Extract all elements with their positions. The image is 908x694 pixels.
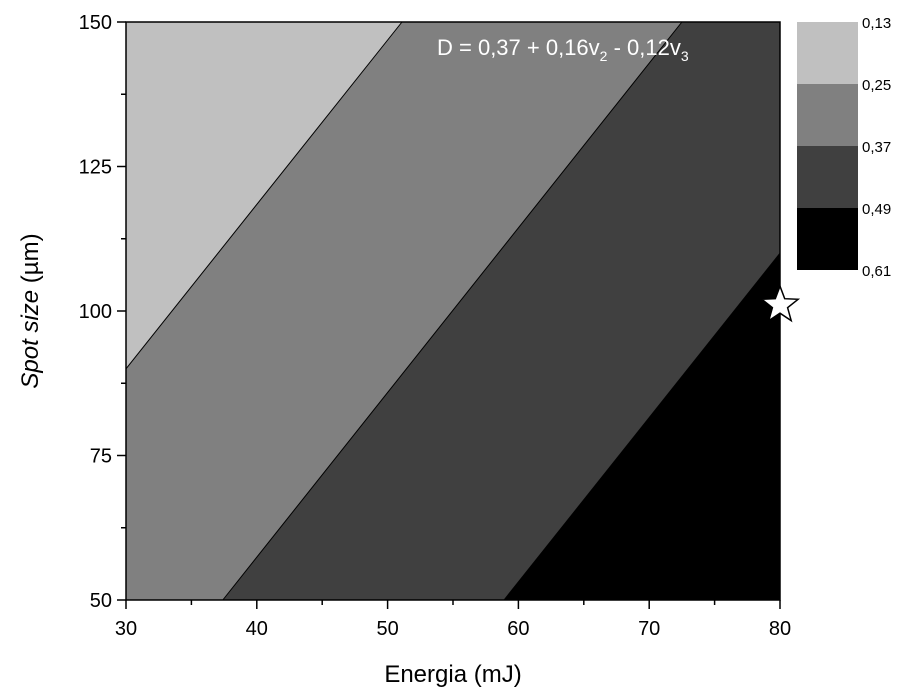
y-tick-label: 125 <box>79 157 112 179</box>
y-tick-label: 50 <box>90 590 112 612</box>
contour-line-2 <box>503 252 781 601</box>
x-axis: 30 40 50 60 70 80 <box>115 600 791 640</box>
contour-lines <box>125 21 781 601</box>
x-tick-label: 40 <box>246 618 268 640</box>
y-tick-label: 100 <box>79 301 112 323</box>
y-axis-title-unit: (µm) <box>17 233 44 289</box>
y-axis: 50 75 100 125 150 <box>79 12 126 612</box>
equation-part-2: - 0,12v <box>607 35 680 60</box>
y-tick-label: 75 <box>90 446 112 468</box>
contour-region-1 <box>126 22 682 600</box>
legend-level-label: 0,25 <box>862 77 891 94</box>
y-tick-label: 150 <box>79 12 112 34</box>
legend-swatch-0 <box>797 22 858 84</box>
equation-part-1: D = 0,37 + 0,16v <box>437 35 600 60</box>
equation-subscript-2: 2 <box>600 48 608 64</box>
legend-swatch-3 <box>797 208 858 270</box>
contour-region-2 <box>222 22 781 600</box>
x-tick-label: 60 <box>507 618 529 640</box>
legend-swatch-2 <box>797 146 858 208</box>
x-axis-title: Energia (mJ) <box>384 661 521 688</box>
equation-subscript-3: 3 <box>681 48 689 64</box>
x-tick-label: 70 <box>638 618 660 640</box>
contour-regions <box>126 22 781 600</box>
equation-annotation: D = 0,37 + 0,16v2 - 0,12v3 <box>437 35 689 64</box>
star-marker <box>759 284 801 323</box>
legend-swatch-1 <box>797 84 858 146</box>
contour-line-0 <box>125 21 403 370</box>
legend-level-label: 0,13 <box>862 15 891 32</box>
x-tick-label: 30 <box>115 618 137 640</box>
legend-level-label: 0,37 <box>862 139 891 156</box>
legend-level-label: 0,61 <box>862 263 891 280</box>
legend-level-label: 0,49 <box>862 201 891 218</box>
x-tick-label: 50 <box>376 618 398 640</box>
legend: 0,13 0,25 0,37 0,49 0,61 <box>797 15 891 280</box>
y-axis-title-italic: Spot size <box>17 290 44 389</box>
y-axis-title: Spot size (µm) <box>17 233 44 388</box>
contour-line-1 <box>222 21 683 601</box>
x-tick-label: 80 <box>769 618 791 640</box>
